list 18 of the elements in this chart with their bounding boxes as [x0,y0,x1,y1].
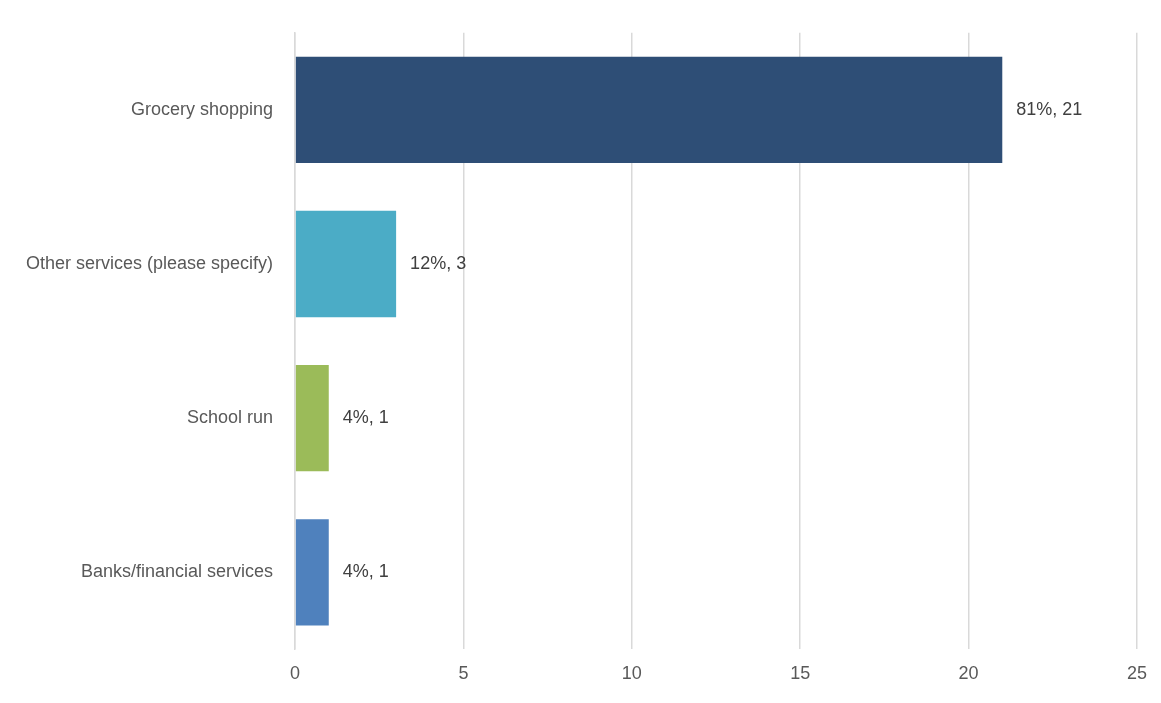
y-tick-label: School run [187,407,274,428]
x-tick-label: 15 [790,663,811,684]
bar [295,210,397,318]
data-label: 4%, 1 [342,561,389,582]
y-tick-label: Banks/financial services [80,561,274,582]
x-tick-label: 25 [1126,663,1147,684]
bar [295,364,329,472]
x-tick-label: 20 [958,663,979,684]
data-label: 81%, 21 [1016,98,1083,119]
bar [295,519,329,626]
x-tick-label: 10 [621,663,642,684]
data-label: 12%, 3 [410,252,467,273]
y-tick-label: Grocery shopping [131,98,274,119]
bar [295,56,1003,164]
x-tick-label: 5 [458,663,469,684]
data-label: 4%, 1 [342,407,389,428]
y-tick-label: Other services (please specify) [25,252,274,273]
x-tick-label: 0 [290,663,301,684]
